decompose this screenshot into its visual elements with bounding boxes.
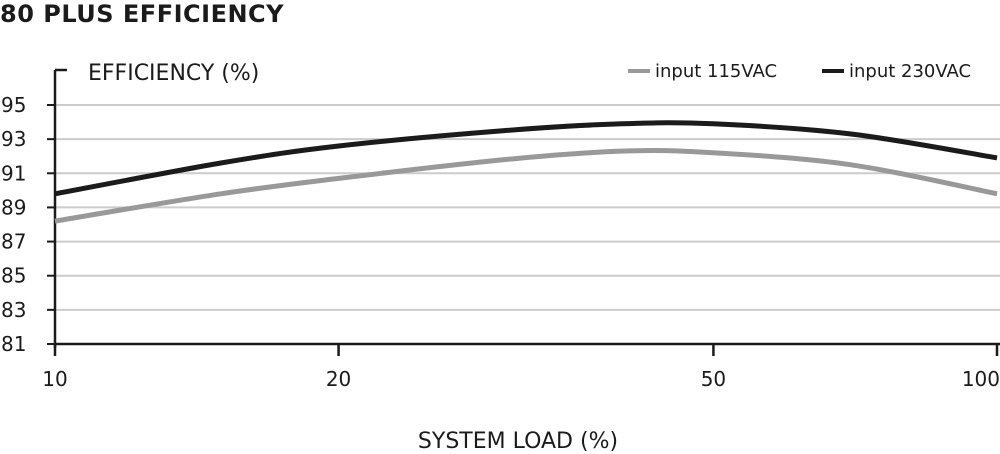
legend-item-115vac: input 115VAC bbox=[628, 61, 777, 82]
y-tick-label: 85 bbox=[1, 264, 26, 288]
y-tick-label: 87 bbox=[1, 230, 26, 254]
chart-title: 80 PLUS EFFICIENCY bbox=[0, 0, 285, 28]
x-axis-label: SYSTEM LOAD (%) bbox=[418, 429, 618, 454]
x-tick-label: 20 bbox=[326, 367, 351, 391]
series-lines bbox=[54, 120, 998, 224]
x-tick-label: 10 bbox=[42, 367, 67, 391]
legend-item-230vac: input 230VAC bbox=[822, 61, 971, 82]
grid-lines bbox=[55, 104, 1000, 311]
legend-label: input 230VAC bbox=[849, 61, 971, 82]
x-tick-label: 100 bbox=[962, 367, 1000, 391]
x-tick-label: 50 bbox=[701, 367, 726, 391]
legend-label: input 115VAC bbox=[655, 61, 777, 82]
y-axis-label: EFFICIENCY (%) bbox=[88, 61, 259, 86]
y-tick-label: 93 bbox=[1, 127, 26, 151]
legend: input 115VAC input 230VAC bbox=[628, 61, 971, 82]
series-line-230vac bbox=[54, 120, 998, 197]
y-tick-label: 83 bbox=[1, 298, 26, 322]
series-line-115vac bbox=[54, 148, 998, 224]
y-tick-label: 91 bbox=[1, 161, 26, 185]
y-tick-label: 95 bbox=[1, 93, 26, 117]
tick-labels: 81 83 85 87 89 91 93 95 10 20 50 100 bbox=[1, 93, 1000, 391]
axes bbox=[53, 68, 1000, 348]
y-tick-label: 89 bbox=[1, 195, 26, 219]
y-tick-label: 81 bbox=[1, 332, 26, 356]
